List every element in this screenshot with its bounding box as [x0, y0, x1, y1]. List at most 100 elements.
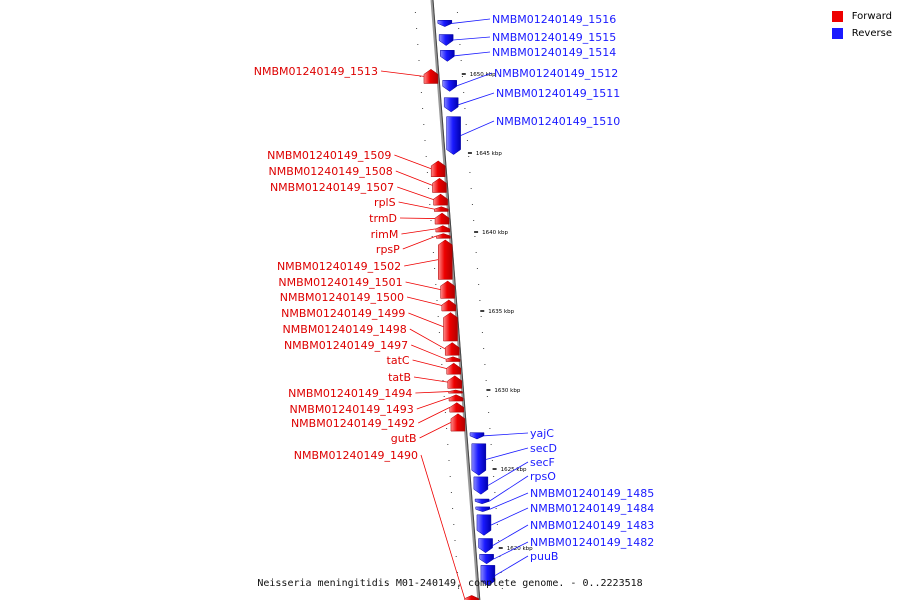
forward-gene-leader	[380, 70, 425, 77]
reverse-gene-arrow[interactable]	[474, 498, 490, 505]
forward-gene-arrow[interactable]	[440, 280, 455, 299]
forward-gene-label[interactable]: rplS	[374, 196, 396, 209]
forward-gene-label[interactable]: NMBM01240149_1494	[288, 387, 412, 400]
forward-gene-label[interactable]: NMBM01240149_1493	[290, 403, 414, 416]
forward-gene-leader	[398, 201, 435, 210]
tick-dot	[496, 524, 498, 525]
forward-gene-label[interactable]: NMBM01240149_1509	[267, 149, 391, 162]
forward-gene-label[interactable]: rpsP	[376, 243, 400, 256]
forward-gene-arrow[interactable]	[441, 299, 457, 312]
reverse-gene-label[interactable]: NMBM01240149_1516	[492, 13, 616, 26]
reverse-gene-label[interactable]: NMBM01240149_1484	[530, 502, 654, 515]
reverse-gene-leader	[494, 555, 529, 576]
kbp-tick-label: 1650 kbp	[470, 72, 496, 78]
forward-gene-arrow[interactable]	[445, 356, 461, 362]
reverse-gene-label[interactable]: NMBM01240149_1515	[492, 31, 616, 44]
reverse-gene-label[interactable]: NMBM01240149_1485	[530, 487, 654, 500]
forward-gene-leader	[404, 259, 439, 267]
reverse-gene-arrow[interactable]	[475, 506, 490, 512]
reverse-gene-leader	[483, 432, 529, 437]
tick-dot	[423, 124, 425, 125]
tick-dot	[490, 444, 492, 445]
forward-gene-arrow[interactable]	[434, 212, 450, 225]
forward-gene-label[interactable]: NMBM01240149_1501	[278, 276, 402, 289]
reverse-gene-label[interactable]: NMBM01240149_1483	[530, 519, 654, 532]
reverse-gene-arrow[interactable]	[478, 538, 493, 554]
forward-gene-arrow[interactable]	[448, 394, 464, 402]
forward-gene-arrow[interactable]	[436, 233, 451, 239]
forward-gene-label[interactable]: NMBM01240149_1499	[281, 307, 405, 320]
backbone-edge	[432, 0, 481, 600]
reverse-gene-label[interactable]: secF	[530, 456, 555, 469]
forward-gene-arrow[interactable]	[438, 239, 453, 280]
tick-dot	[416, 28, 418, 29]
legend: Forward Reverse	[831, 8, 892, 42]
forward-gene-label[interactable]: NMBM01240149_1513	[254, 65, 378, 78]
forward-gene-arrow[interactable]	[423, 68, 439, 84]
forward-gene-label[interactable]: tatB	[388, 371, 411, 384]
reverse-gene-arrow[interactable]	[471, 443, 487, 476]
forward-gene-label[interactable]: trmD	[369, 212, 397, 225]
tick-dot	[449, 476, 451, 477]
forward-gene-leader	[420, 454, 466, 599]
reverse-gene-arrow[interactable]	[442, 80, 457, 92]
forward-gene-arrow[interactable]	[464, 595, 479, 600]
reverse-gene-arrow[interactable]	[479, 554, 494, 565]
kbp-tick-label: 1620 kbp	[507, 546, 533, 552]
reverse-gene-arrow[interactable]	[440, 50, 455, 62]
reverse-gene-arrow[interactable]	[480, 565, 496, 587]
tick-dot	[500, 572, 502, 573]
forward-gene-label[interactable]: rimM	[371, 228, 399, 241]
forward-gene-label[interactable]: NMBM01240149_1492	[291, 417, 415, 430]
forward-gene-leader	[413, 376, 448, 383]
forward-gene-label[interactable]: NMBM01240149_1502	[277, 260, 401, 273]
tick-dot	[465, 124, 467, 125]
tick-dot	[471, 204, 473, 205]
reverse-gene-label[interactable]: NMBM01240149_1482	[530, 536, 654, 549]
tick-dot	[454, 540, 456, 541]
forward-gene-arrow[interactable]	[432, 177, 447, 193]
forward-gene-arrow[interactable]	[434, 206, 449, 212]
forward-gene-label[interactable]: NMBM01240149_1507	[270, 181, 394, 194]
reverse-gene-label[interactable]: NMBM01240149_1514	[492, 46, 616, 59]
reverse-gene-arrow[interactable]	[437, 20, 453, 27]
tick-dot	[438, 332, 440, 333]
forward-gene-leader	[399, 217, 436, 219]
tick-dot	[430, 220, 432, 221]
forward-gene-label[interactable]: gutB	[391, 432, 417, 445]
forward-gene-arrow[interactable]	[444, 342, 460, 356]
forward-gene-label[interactable]: NMBM01240149_1508	[269, 165, 393, 178]
forward-gene-arrow[interactable]	[435, 225, 451, 233]
reverse-gene-label[interactable]: puuB	[530, 550, 558, 563]
forward-gene-arrow[interactable]	[446, 362, 462, 375]
reverse-gene-label[interactable]: rpsO	[530, 470, 556, 483]
reverse-gene-label[interactable]: secD	[530, 442, 557, 455]
reverse-gene-label[interactable]: NMBM01240149_1512	[494, 67, 618, 80]
forward-gene-leader	[409, 328, 446, 350]
forward-gene-arrow[interactable]	[450, 413, 466, 432]
tick-dot	[424, 140, 426, 141]
forward-gene-arrow[interactable]	[448, 389, 463, 394]
forward-gene-label[interactable]: NMBM01240149_1490	[294, 449, 418, 462]
forward-gene-label[interactable]: NMBM01240149_1497	[284, 339, 408, 352]
forward-gene-arrow[interactable]	[449, 402, 465, 413]
forward-gene-arrow[interactable]	[447, 375, 463, 389]
forward-gene-label[interactable]: NMBM01240149_1500	[280, 291, 404, 304]
forward-gene-leader	[415, 391, 449, 394]
forward-gene-arrow[interactable]	[430, 160, 446, 177]
reverse-gene-arrow[interactable]	[469, 432, 485, 440]
forward-gene-arrow[interactable]	[443, 312, 458, 342]
forward-gene-arrow[interactable]	[433, 193, 448, 206]
reverse-gene-arrow[interactable]	[473, 476, 489, 495]
forward-gene-leader	[416, 397, 450, 410]
reverse-gene-label[interactable]: NMBM01240149_1510	[496, 115, 620, 128]
reverse-gene-arrow[interactable]	[443, 97, 459, 113]
forward-gene-label[interactable]: NMBM01240149_1498	[283, 323, 407, 336]
forward-gene-label[interactable]: tatC	[387, 354, 410, 367]
reverse-gene-arrow[interactable]	[446, 116, 461, 155]
reverse-gene-arrow[interactable]	[476, 514, 492, 536]
reverse-gene-arrow[interactable]	[438, 34, 454, 46]
reverse-gene-label[interactable]: NMBM01240149_1511	[496, 87, 620, 100]
reverse-gene-label[interactable]: yajC	[530, 427, 554, 440]
